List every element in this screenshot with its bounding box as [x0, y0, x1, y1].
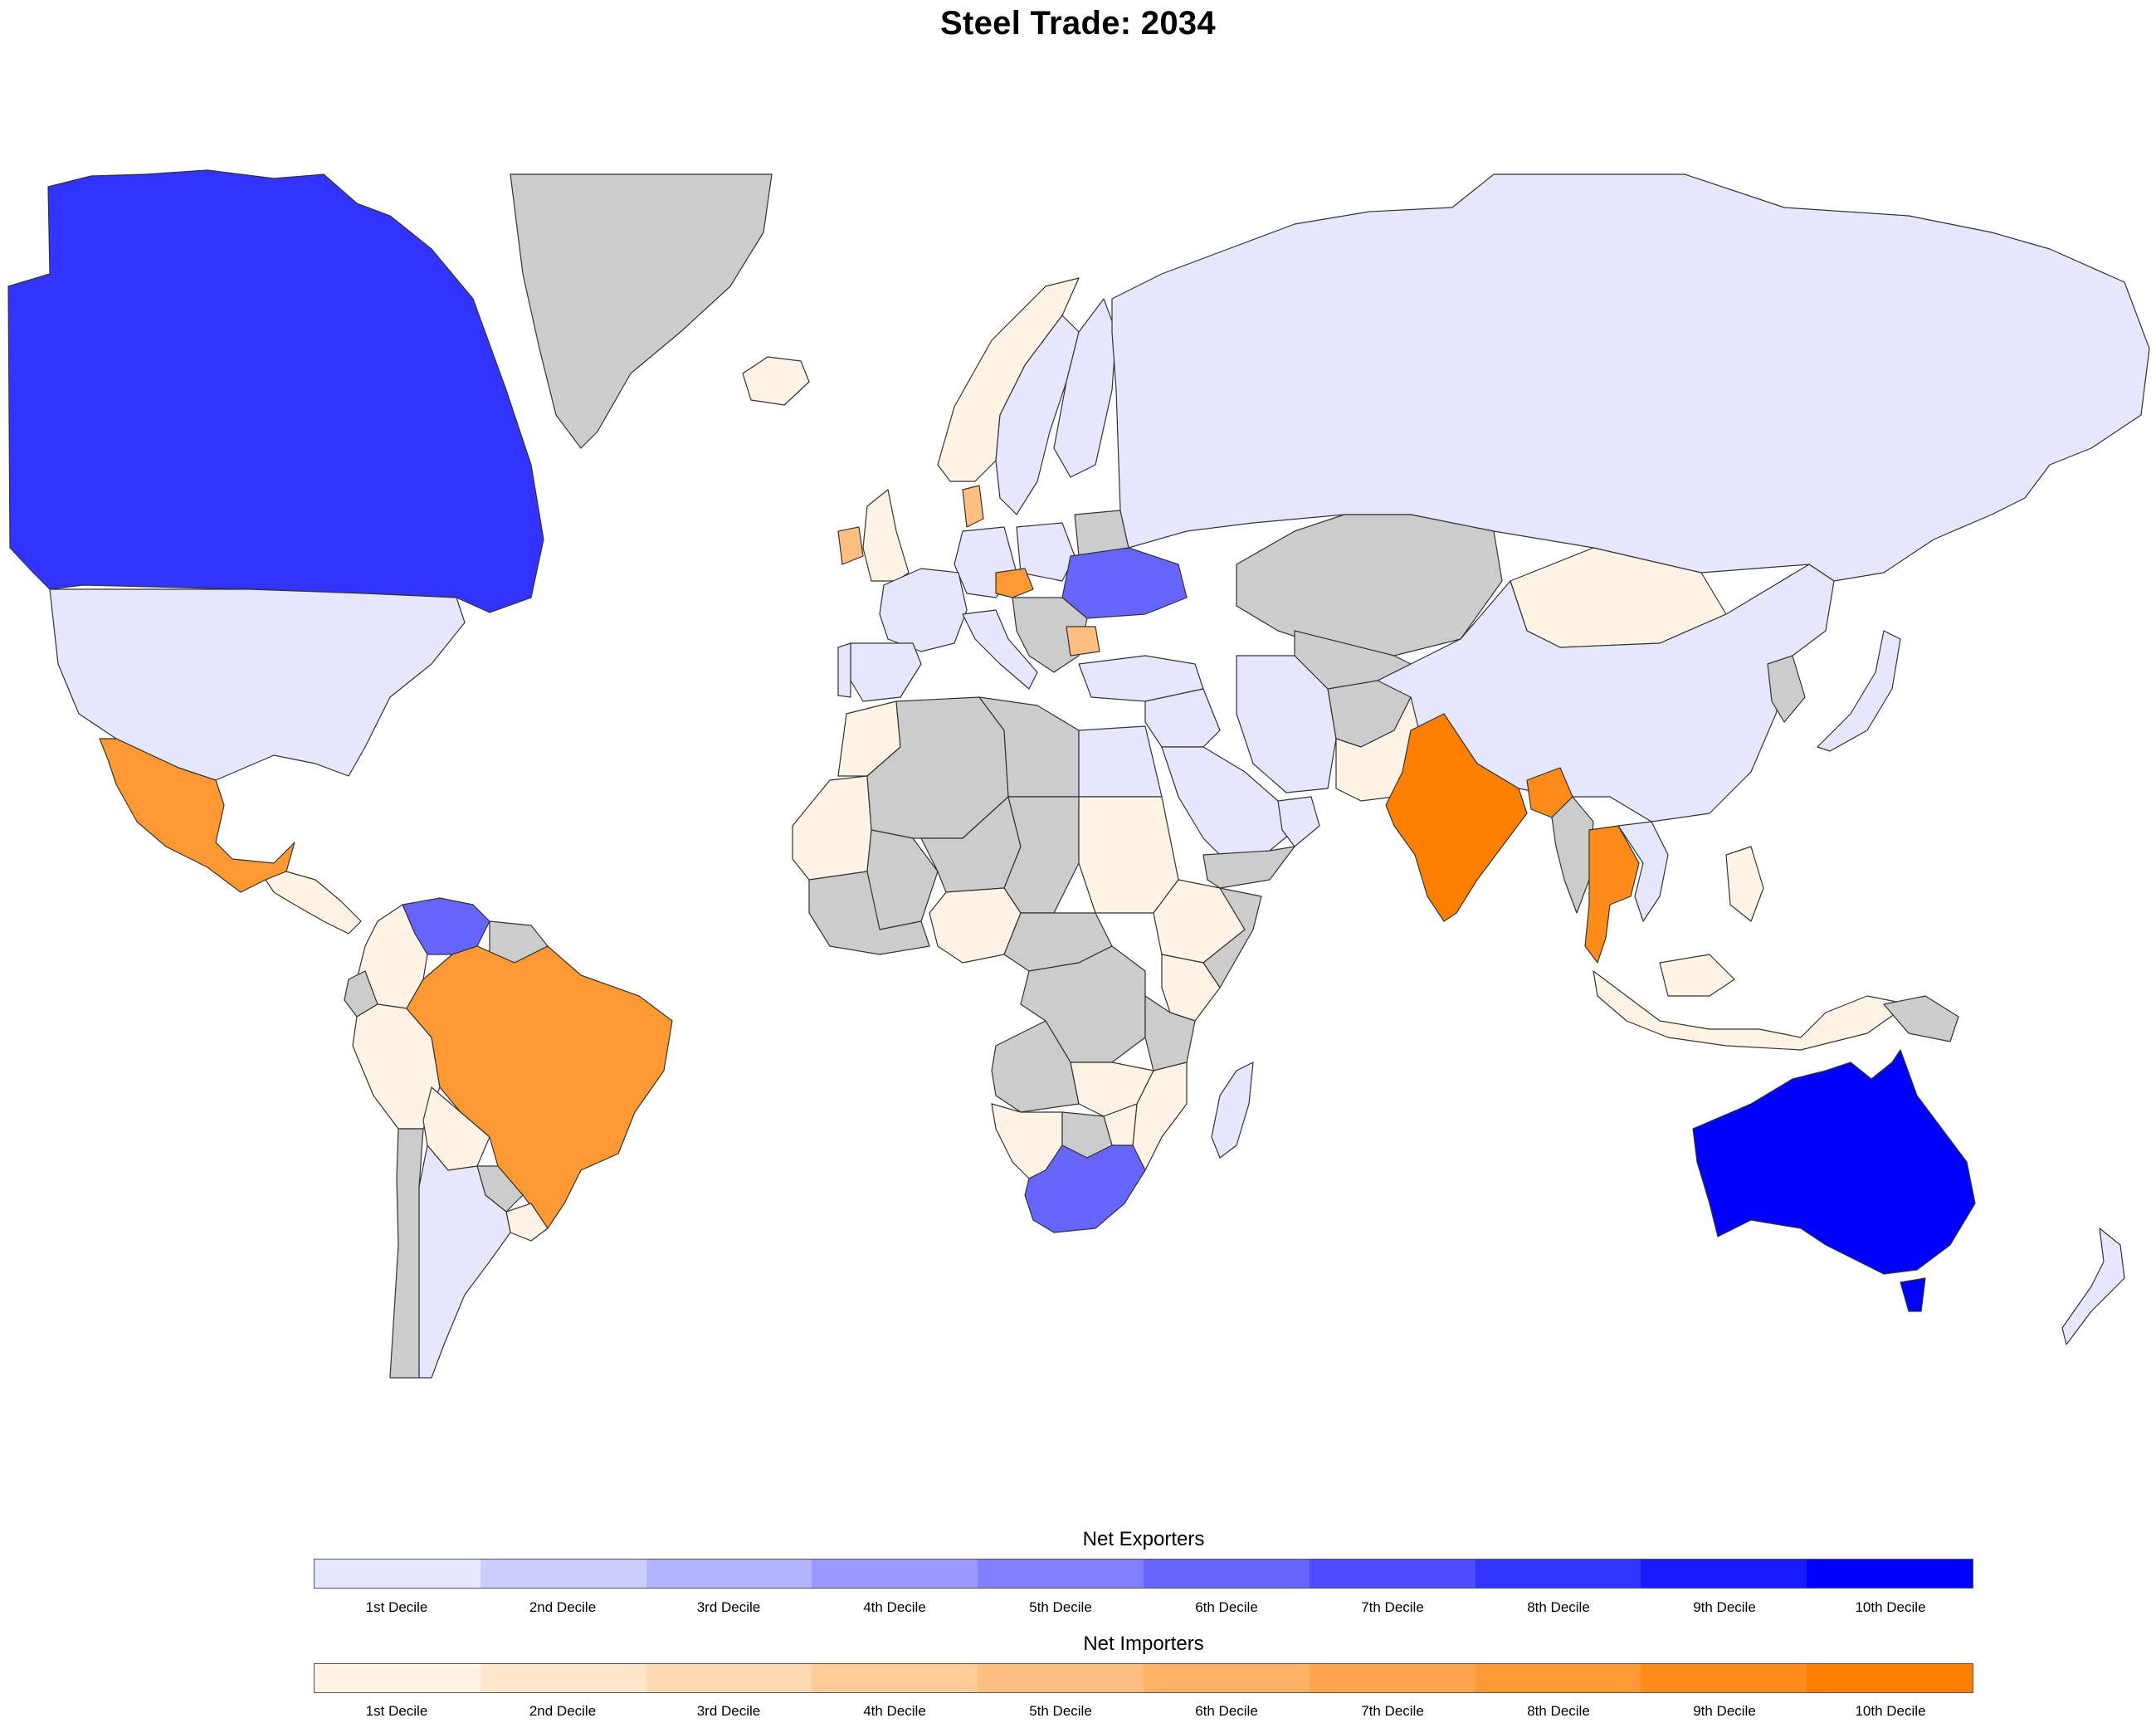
exporters-decile-label-5: 5th Decile [1029, 1599, 1092, 1615]
importers-decile-label-1: 1st Decile [365, 1703, 428, 1719]
region-ukraine[interactable] [1061, 547, 1188, 619]
importers-decile-label-6: 6th Decile [1195, 1703, 1258, 1719]
exporters-decile-label-6: 6th Decile [1195, 1599, 1258, 1615]
exporters-decile-label-10: 10th Decile [1855, 1599, 1926, 1615]
region-france[interactable] [879, 568, 968, 652]
region-vietnam[interactable] [1617, 821, 1669, 922]
region-denmark[interactable] [962, 485, 984, 528]
region-korea[interactable] [1767, 655, 1806, 723]
importers-swatch-1 [315, 1664, 480, 1692]
importers-swatch-3 [646, 1664, 812, 1692]
importers-decile-label-4: 4th Decile [863, 1703, 926, 1719]
region-angola[interactable] [991, 1020, 1080, 1113]
region-czech-republic[interactable] [995, 568, 1034, 598]
exporters-decile-label-1: 1st Decile [365, 1599, 428, 1615]
region-sudan[interactable] [1078, 796, 1179, 914]
region-nigeria[interactable] [929, 887, 1022, 964]
region-philippines[interactable] [1725, 846, 1764, 922]
importers-legend-title: Net Importers [1083, 1633, 1204, 1655]
exporters-swatch-7 [1309, 1559, 1476, 1588]
exporters-swatch-10 [1807, 1559, 1973, 1588]
region-italy[interactable] [962, 609, 1038, 690]
region-chile[interactable] [389, 1128, 424, 1379]
region-australia[interactable] [1692, 1049, 1976, 1275]
exporters-swatch-1 [315, 1559, 480, 1588]
region-saudi-arabia[interactable] [1161, 746, 1295, 864]
region-united-kingdom[interactable] [862, 489, 910, 582]
importers-decile-label-2: 2nd Decile [529, 1703, 597, 1719]
region-canada[interactable] [7, 169, 544, 613]
region-indonesia[interactable] [1593, 970, 1910, 1051]
importers-decile-labels: 1st Decile 2nd Decile 3rd Decile 4th Decile… [314, 1703, 1973, 1720]
region-spain[interactable] [850, 642, 922, 702]
importers-swatch-10 [1807, 1664, 1973, 1692]
region-finland[interactable] [1053, 298, 1117, 478]
importers-swatch-4 [812, 1664, 978, 1692]
importers-swatch-5 [978, 1664, 1144, 1692]
region-central-america[interactable] [265, 871, 362, 935]
importers-swatch-6 [1143, 1664, 1310, 1692]
exporters-decile-label-4: 4th Decile [863, 1599, 926, 1615]
exporters-decile-label-9: 9th Decile [1693, 1599, 1756, 1615]
exporters-decile-label-2: 2nd Decile [529, 1599, 597, 1615]
importers-swatch-7 [1309, 1664, 1476, 1692]
region-balkans[interactable] [1012, 597, 1088, 673]
importers-decile-label-9: 9th Decile [1693, 1703, 1756, 1719]
importers-swatch-8 [1475, 1664, 1641, 1692]
region-egypt[interactable] [1078, 725, 1163, 798]
region-japan[interactable] [1817, 630, 1901, 752]
importers-decile-label-3: 3rd Decile [696, 1703, 761, 1719]
exporters-decile-label-8: 8th Decile [1527, 1599, 1590, 1615]
exporters-swatch-3 [646, 1559, 812, 1588]
region-papua-new-guinea[interactable] [1883, 995, 1959, 1042]
region-bulgaria[interactable] [1066, 626, 1100, 656]
region-kazakhstan[interactable] [1236, 514, 1503, 656]
exporters-swatch-2 [480, 1559, 646, 1588]
map-title: Steel Trade: 2034 [940, 5, 1216, 41]
region-greenland[interactable] [510, 173, 773, 449]
importers-colorbar [314, 1663, 1973, 1693]
region-iceland[interactable] [742, 356, 810, 406]
region-myanmar[interactable] [1551, 796, 1594, 914]
exporters-colorbar [314, 1559, 1973, 1589]
region-thailand[interactable] [1584, 825, 1640, 964]
region-mauritania[interactable] [792, 775, 872, 881]
region-brazil[interactable] [406, 945, 673, 1229]
region-portugal[interactable] [837, 642, 851, 698]
region-new-zealand[interactable] [2061, 1228, 2125, 1345]
exporters-swatch-9 [1641, 1559, 1807, 1588]
importers-swatch-9 [1641, 1664, 1807, 1692]
importers-decile-label-5: 5th Decile [1029, 1703, 1092, 1719]
exporters-decile-label-7: 7th Decile [1361, 1599, 1424, 1615]
exporters-swatch-6 [1143, 1559, 1310, 1588]
region-malaysia[interactable] [1659, 954, 1735, 997]
region-united-states[interactable] [49, 588, 466, 781]
exporters-decile-labels: 1st Decile 2nd Decile 3rd Decile 4th Decile… [314, 1599, 1973, 1616]
region-madagascar[interactable] [1211, 1062, 1254, 1159]
importers-decile-label-10: 10th Decile [1855, 1703, 1926, 1719]
exporters-swatch-5 [978, 1559, 1144, 1588]
region-india[interactable] [1385, 713, 1528, 922]
region-mexico[interactable] [99, 738, 295, 893]
region-oman[interactable] [1277, 796, 1320, 847]
world-map [7, 169, 2150, 1379]
importers-decile-label-7: 7th Decile [1361, 1703, 1424, 1719]
region-russia[interactable] [1111, 173, 2150, 582]
region-tasmania[interactable] [1900, 1277, 1926, 1312]
importers-swatch-2 [480, 1664, 646, 1692]
region-south-africa[interactable] [1024, 1145, 1146, 1233]
region-ireland[interactable] [837, 526, 864, 565]
importers-decile-label-8: 8th Decile [1527, 1703, 1590, 1719]
exporters-legend-title: Net Exporters [1082, 1528, 1205, 1550]
exporters-decile-label-3: 3rd Decile [696, 1599, 761, 1615]
region-west-africa[interactable] [808, 871, 930, 955]
region-yemen[interactable] [1202, 846, 1295, 889]
region-congo-dr[interactable] [1020, 945, 1146, 1063]
exporters-swatch-8 [1475, 1559, 1641, 1588]
exporters-swatch-4 [812, 1559, 978, 1588]
